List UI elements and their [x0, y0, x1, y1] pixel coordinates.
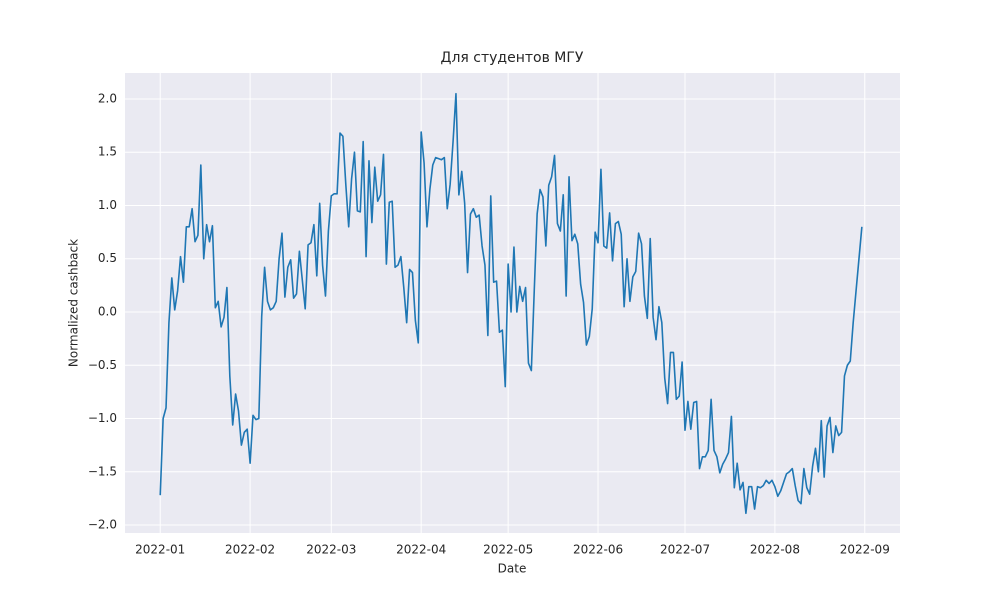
chart-title: Для студентов МГУ [441, 50, 584, 66]
x-tick-label: 2022-07 [660, 543, 710, 557]
x-tick-label: 2022-04 [396, 543, 446, 557]
x-tick-label: 2022-02 [225, 543, 275, 557]
data-line [159, 92, 863, 515]
x-tick-label: 2022-08 [750, 543, 800, 557]
y-tick-label: −1.5 [88, 464, 117, 478]
x-tick-label: 2022-09 [840, 543, 890, 557]
y-tick-label: 1.0 [98, 198, 117, 212]
y-tick-label: 2.0 [98, 91, 117, 105]
y-axis-label: Normalized cashback [67, 239, 81, 367]
x-tick-label: 2022-06 [573, 543, 623, 557]
y-tick-label: 0.5 [98, 251, 117, 265]
x-tick-label: 2022-05 [483, 543, 533, 557]
x-tick-label: 2022-03 [306, 543, 356, 557]
y-tick-label: 1.5 [98, 145, 117, 159]
y-tick-label: −2.0 [88, 518, 117, 532]
y-tick-label: −0.5 [88, 358, 117, 372]
x-axis-label: Date [498, 562, 527, 576]
plot-area [125, 73, 900, 533]
y-tick-label: −1.0 [88, 411, 117, 425]
y-tick-label: 0.0 [98, 304, 117, 318]
x-tick-label: 2022-01 [135, 543, 185, 557]
